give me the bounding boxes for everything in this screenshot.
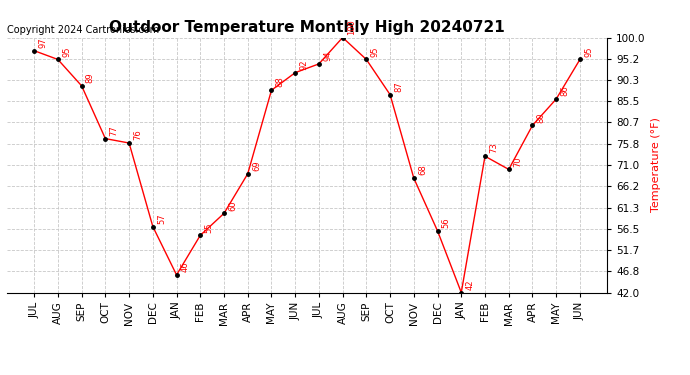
Text: 42: 42 [466,279,475,290]
Text: 55: 55 [204,222,213,232]
Text: 73: 73 [489,142,498,153]
Text: 70: 70 [513,156,522,166]
Text: 92: 92 [299,59,308,70]
Text: 95: 95 [584,46,593,57]
Text: 60: 60 [228,200,237,211]
Title: Outdoor Temperature Monthly High 20240721: Outdoor Temperature Monthly High 2024072… [109,20,505,35]
Text: 56: 56 [442,217,451,228]
Text: 100: 100 [347,19,356,35]
Text: 80: 80 [537,112,546,123]
Text: 46: 46 [181,261,190,272]
Text: 94: 94 [323,51,332,61]
Text: 86: 86 [560,86,569,96]
Text: 68: 68 [418,165,427,176]
Text: 95: 95 [62,46,71,57]
Text: 89: 89 [86,72,95,83]
Text: 95: 95 [371,46,380,57]
Text: 77: 77 [110,125,119,136]
Text: 69: 69 [252,160,261,171]
Text: 57: 57 [157,213,166,224]
Text: 97: 97 [39,37,48,48]
Text: 87: 87 [394,81,403,92]
Y-axis label: Temperature (°F): Temperature (°F) [651,118,661,212]
Text: 76: 76 [133,129,142,140]
Text: Copyright 2024 Cartronics.com: Copyright 2024 Cartronics.com [7,25,159,35]
Text: 88: 88 [275,77,285,87]
